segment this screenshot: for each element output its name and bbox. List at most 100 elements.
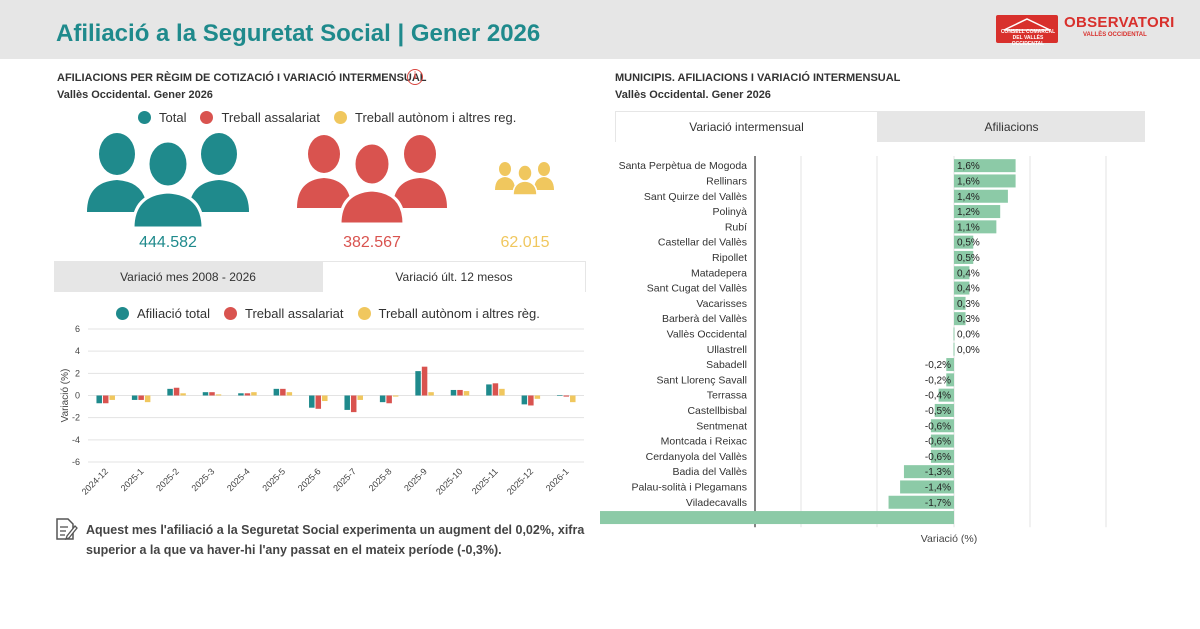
x-tick-label: 2025-1 xyxy=(119,466,146,493)
x-tick-label: 2025-6 xyxy=(296,466,323,493)
data-label: -0,4% xyxy=(925,391,951,402)
bar-afiliaci-total xyxy=(273,388,280,396)
data-label: 1,1% xyxy=(957,222,980,233)
left-section-subtitle: Vallès Occidental. Gener 2026 xyxy=(57,89,213,101)
bar-treball-assalariat xyxy=(173,387,180,396)
tab-variacio-intermensual[interactable]: Variació intermensual xyxy=(615,111,878,142)
yellow-dot-icon xyxy=(333,111,347,124)
data-label: -0,6% xyxy=(925,452,951,463)
data-label: 0,0% xyxy=(957,345,980,356)
bar-afiliaci-total xyxy=(96,395,102,404)
bar-treball-aut-nom-i-altres-r-g- xyxy=(463,391,470,396)
municipality-bar xyxy=(954,312,966,326)
bar-treball-assalariat xyxy=(102,395,109,404)
bar-treball-assalariat xyxy=(528,395,534,406)
bar-treball-aut-nom-i-altres-r-g- xyxy=(286,392,293,396)
tab-afiliacions[interactable]: Afiliacions xyxy=(878,111,1145,142)
municipality-label: Cerdanyola del Vallès xyxy=(646,451,747,463)
bar-treball-assalariat xyxy=(421,366,428,396)
data-label: 0,4% xyxy=(957,284,980,295)
bar-treball-assalariat xyxy=(386,395,392,404)
bar-treball-aut-nom-i-altres-r-g- xyxy=(428,392,434,396)
total-value: 444.582 xyxy=(139,234,197,251)
municipality-bar xyxy=(900,480,954,494)
data-label: 0,5% xyxy=(957,253,980,264)
x-tick-label: 2025-9 xyxy=(402,466,429,493)
x-tick-label: 2024-12 xyxy=(80,466,110,496)
right-tabs: Variació intermensual Afiliacions xyxy=(615,111,1145,142)
municipality-bar xyxy=(954,189,1008,203)
legend-afiliacio-total: Afiliació total xyxy=(116,306,210,321)
y-tick-label: -2 xyxy=(72,413,80,423)
bar-treball-aut-nom-i-altres-r-g- xyxy=(109,395,115,400)
municipality-bar xyxy=(946,373,954,387)
municipality-bar xyxy=(954,281,970,295)
municipality-bar xyxy=(954,159,1016,173)
municipality-label: Vacarisses xyxy=(696,298,747,310)
people-total-icon xyxy=(87,133,249,230)
consell-comarcal-text: CONSELL COMARCAL DEL VALLÈS OCCIDENTAL xyxy=(1000,29,1056,47)
tab-variacio-12-mesos[interactable]: Variació últ. 12 mesos xyxy=(322,261,586,292)
x-tick-label: 2025-2 xyxy=(154,466,181,493)
x-tick-label: 2025-7 xyxy=(331,466,358,493)
bar-treball-aut-nom-i-altres-r-g- xyxy=(215,394,222,396)
info-icon[interactable]: i xyxy=(407,69,423,85)
building-icon xyxy=(1003,18,1051,31)
municipality-label: Ripollet xyxy=(712,252,747,264)
red-dot-icon xyxy=(200,111,214,124)
bar-treball-assalariat xyxy=(492,383,499,396)
bar-treball-assalariat xyxy=(563,395,570,397)
y-tick-label: 0 xyxy=(75,391,80,401)
right-section-title: MUNICIPIS. AFILIACIONS I VARIACIÓ INTERM… xyxy=(615,72,901,84)
data-label: -0,2% xyxy=(925,375,951,386)
right-section-subtitle: Vallès Occidental. Gener 2026 xyxy=(615,89,771,101)
municipality-bar xyxy=(930,419,954,433)
tab-variacio-mes[interactable]: Variació mes 2008 - 2026 xyxy=(54,261,322,292)
bar-afiliaci-total xyxy=(557,395,563,396)
bar-afiliaci-total xyxy=(131,395,138,400)
data-label: 0,0% xyxy=(957,329,980,340)
bar-treball-assalariat xyxy=(138,395,144,400)
y-axis-label: Variació (%) xyxy=(60,369,71,423)
data-label: -0,6% xyxy=(925,421,951,432)
bar-afiliaci-total xyxy=(415,371,421,396)
legend-treball-autonom: Treball autònom i altres règ. xyxy=(357,306,540,321)
municipality-label: Polinyà xyxy=(713,206,748,218)
municipality-bar xyxy=(954,174,1016,188)
x-tick-label: 2025-11 xyxy=(470,466,500,496)
y-tick-label: -6 xyxy=(72,457,80,467)
municipality-label: Santa Perpètua de Mogoda xyxy=(619,160,748,172)
autonom-value: 62.015 xyxy=(500,234,550,251)
red-dot-icon xyxy=(223,307,237,320)
legend-total: Total xyxy=(138,110,186,125)
document-pen-icon xyxy=(56,518,78,541)
bar-afiliaci-total xyxy=(450,389,457,396)
bar-treball-aut-nom-i-altres-r-g- xyxy=(251,392,257,396)
bar-chart-legend: Afiliació total Treball assalariat Treba… xyxy=(116,306,554,321)
x-tick-label: 2025-4 xyxy=(225,466,252,493)
municipality-bar xyxy=(954,220,997,234)
data-label: 1,4% xyxy=(957,192,980,203)
bar-treball-assalariat xyxy=(457,389,463,396)
bar-treball-assalariat xyxy=(315,395,322,409)
bar-afiliaci-total xyxy=(309,395,315,408)
municipality-label: Castellar del Vallès xyxy=(658,237,747,249)
municipality-bar xyxy=(888,495,954,509)
bar-afiliaci-total xyxy=(202,392,209,396)
municipality-label: Viladecavalls xyxy=(686,497,747,509)
bar-treball-aut-nom-i-altres-r-g- xyxy=(180,393,186,396)
data-label: 0,3% xyxy=(957,299,980,310)
municipality-bar xyxy=(954,250,974,264)
municipality-label: Sentmenat xyxy=(696,420,747,432)
data-label: -0,2% xyxy=(925,360,951,371)
municipality-label: Sant Quirze del Vallès xyxy=(644,191,747,203)
municipality-label: Palau-solità i Plegamans xyxy=(631,481,747,493)
people-assalariat-icon xyxy=(297,135,447,226)
municipality-label: Rellinars xyxy=(706,175,747,187)
monthly-variation-chart: 6 4 2 0 -2 -4 -6 Variació (%) 2024-12 2025-1 2025-… xyxy=(60,324,584,497)
bar-afiliaci-total xyxy=(521,395,528,405)
municipality-label: Matadepera xyxy=(691,267,747,279)
people-autonom-icon xyxy=(495,162,554,196)
bar-treball-aut-nom-i-altres-r-g- xyxy=(357,395,363,400)
x-tick-label: 2025-12 xyxy=(505,466,535,496)
